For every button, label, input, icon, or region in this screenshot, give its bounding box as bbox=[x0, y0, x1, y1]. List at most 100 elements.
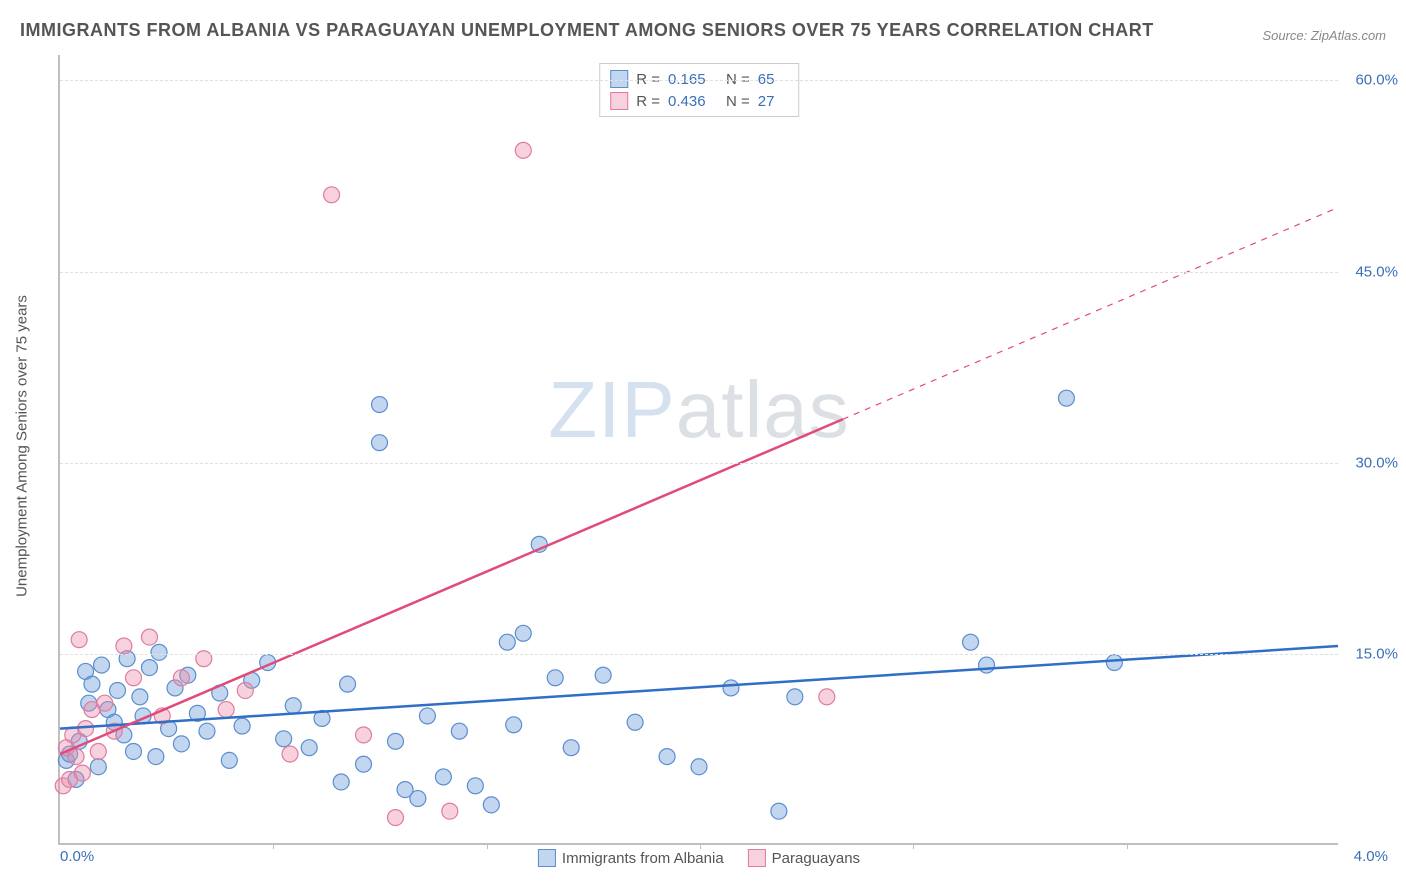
scatter-point-albania bbox=[340, 676, 356, 692]
scatter-point-albania bbox=[963, 634, 979, 650]
scatter-point-paraguayans bbox=[442, 803, 458, 819]
scatter-point-albania bbox=[1106, 655, 1122, 671]
scatter-point-albania bbox=[627, 714, 643, 730]
scatter-point-albania bbox=[515, 625, 531, 641]
scatter-point-albania bbox=[506, 717, 522, 733]
scatter-point-albania bbox=[467, 778, 483, 794]
plot-area: ZIPatlas R = 0.165 N = 65 R = 0.436 N = … bbox=[58, 55, 1338, 845]
scatter-point-albania bbox=[410, 791, 426, 807]
scatter-point-paraguayans bbox=[218, 702, 234, 718]
scatter-point-albania bbox=[199, 723, 215, 739]
legend-label: Immigrants from Albania bbox=[562, 850, 724, 867]
legend-n-value-paraguayans: 27 bbox=[758, 93, 788, 110]
scatter-point-albania bbox=[691, 759, 707, 775]
legend-swatch-icon bbox=[538, 849, 556, 867]
trend-line-dashed-paraguayans bbox=[843, 208, 1338, 420]
x-axis-min-label: 0.0% bbox=[60, 848, 94, 865]
legend-n-label: N = bbox=[726, 93, 750, 110]
scatter-point-albania bbox=[90, 759, 106, 775]
scatter-point-albania bbox=[419, 708, 435, 724]
scatter-point-paraguayans bbox=[141, 629, 157, 645]
legend-label: Paraguayans bbox=[772, 850, 860, 867]
scatter-point-albania bbox=[372, 397, 388, 413]
scatter-point-albania bbox=[979, 657, 995, 673]
legend-stats: R = 0.165 N = 65 R = 0.436 N = 27 bbox=[599, 63, 799, 117]
legend-swatch-icon bbox=[748, 849, 766, 867]
scatter-point-paraguayans bbox=[78, 721, 94, 737]
scatter-point-paraguayans bbox=[90, 744, 106, 760]
scatter-point-paraguayans bbox=[71, 632, 87, 648]
chart-svg bbox=[60, 55, 1338, 843]
scatter-point-albania bbox=[234, 718, 250, 734]
legend-r-label: R = bbox=[636, 71, 660, 88]
gridline-horizontal bbox=[60, 463, 1338, 464]
y-tick-label: 15.0% bbox=[1355, 645, 1398, 662]
scatter-point-albania bbox=[285, 698, 301, 714]
y-tick-label: 60.0% bbox=[1355, 72, 1398, 89]
x-tick-mark bbox=[700, 843, 701, 849]
legend-r-value-paraguayans: 0.436 bbox=[668, 93, 718, 110]
y-tick-label: 45.0% bbox=[1355, 263, 1398, 280]
scatter-point-paraguayans bbox=[324, 187, 340, 203]
scatter-point-albania bbox=[221, 752, 237, 768]
legend-item-albania: Immigrants from Albania bbox=[538, 849, 724, 867]
scatter-point-albania bbox=[148, 749, 164, 765]
legend-r-value-albania: 0.165 bbox=[668, 71, 718, 88]
legend-series: Immigrants from Albania Paraguayans bbox=[538, 849, 860, 867]
y-tick-label: 30.0% bbox=[1355, 454, 1398, 471]
scatter-point-paraguayans bbox=[515, 142, 531, 158]
scatter-point-albania bbox=[151, 644, 167, 660]
gridline-horizontal bbox=[60, 272, 1338, 273]
scatter-point-albania bbox=[563, 740, 579, 756]
legend-r-label: R = bbox=[636, 93, 660, 110]
legend-n-value-albania: 65 bbox=[758, 71, 788, 88]
scatter-point-albania bbox=[132, 689, 148, 705]
scatter-point-albania bbox=[125, 744, 141, 760]
legend-n-label: N = bbox=[726, 71, 750, 88]
scatter-point-paraguayans bbox=[97, 695, 113, 711]
legend-swatch-albania bbox=[610, 70, 628, 88]
scatter-point-albania bbox=[483, 797, 499, 813]
scatter-point-albania bbox=[787, 689, 803, 705]
scatter-point-albania bbox=[499, 634, 515, 650]
x-axis-max-label: 4.0% bbox=[1354, 848, 1388, 865]
scatter-point-paraguayans bbox=[68, 749, 84, 765]
x-tick-mark bbox=[273, 843, 274, 849]
gridline-horizontal bbox=[60, 654, 1338, 655]
scatter-point-paraguayans bbox=[819, 689, 835, 705]
scatter-point-paraguayans bbox=[237, 683, 253, 699]
x-tick-mark bbox=[913, 843, 914, 849]
scatter-point-albania bbox=[301, 740, 317, 756]
x-tick-mark bbox=[487, 843, 488, 849]
chart-title: IMMIGRANTS FROM ALBANIA VS PARAGUAYAN UN… bbox=[20, 20, 1154, 41]
scatter-point-albania bbox=[110, 683, 126, 699]
scatter-point-albania bbox=[451, 723, 467, 739]
scatter-point-paraguayans bbox=[173, 670, 189, 686]
scatter-point-albania bbox=[94, 657, 110, 673]
scatter-point-paraguayans bbox=[356, 727, 372, 743]
legend-item-paraguayans: Paraguayans bbox=[748, 849, 860, 867]
y-axis-label: Unemployment Among Seniors over 75 years bbox=[14, 295, 31, 597]
scatter-point-albania bbox=[1058, 390, 1074, 406]
scatter-point-albania bbox=[333, 774, 349, 790]
scatter-point-albania bbox=[435, 769, 451, 785]
scatter-point-albania bbox=[595, 667, 611, 683]
scatter-point-albania bbox=[372, 435, 388, 451]
scatter-point-albania bbox=[356, 756, 372, 772]
scatter-point-paraguayans bbox=[387, 810, 403, 826]
source-attribution: Source: ZipAtlas.com bbox=[1262, 28, 1386, 43]
scatter-point-albania bbox=[387, 733, 403, 749]
gridline-horizontal bbox=[60, 80, 1338, 81]
scatter-point-paraguayans bbox=[74, 765, 90, 781]
scatter-point-albania bbox=[84, 676, 100, 692]
legend-swatch-paraguayans bbox=[610, 92, 628, 110]
scatter-point-albania bbox=[771, 803, 787, 819]
scatter-point-paraguayans bbox=[282, 746, 298, 762]
legend-stats-row-paraguayans: R = 0.436 N = 27 bbox=[610, 90, 788, 112]
scatter-point-albania bbox=[141, 660, 157, 676]
scatter-point-paraguayans bbox=[116, 638, 132, 654]
scatter-point-paraguayans bbox=[125, 670, 141, 686]
scatter-point-albania bbox=[723, 680, 739, 696]
x-tick-mark bbox=[1127, 843, 1128, 849]
scatter-point-albania bbox=[276, 731, 292, 747]
